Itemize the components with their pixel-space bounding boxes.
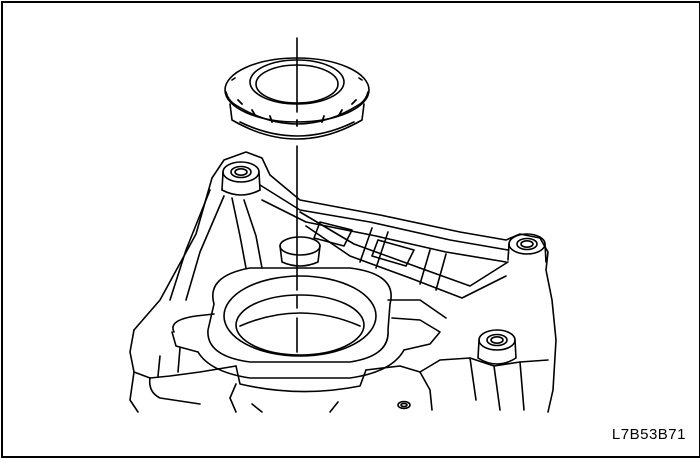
small-hole [397, 400, 411, 410]
boss-top-right [508, 233, 546, 255]
boss-lower-right [478, 329, 516, 351]
oil-seal [224, 57, 370, 140]
boss-top-left [222, 161, 260, 183]
bore-flange [207, 267, 392, 363]
small-bore [279, 236, 321, 256]
main-bore [223, 275, 377, 357]
figure-code-label: L7B53B71 [611, 426, 686, 443]
housing-casting [129, 151, 557, 413]
